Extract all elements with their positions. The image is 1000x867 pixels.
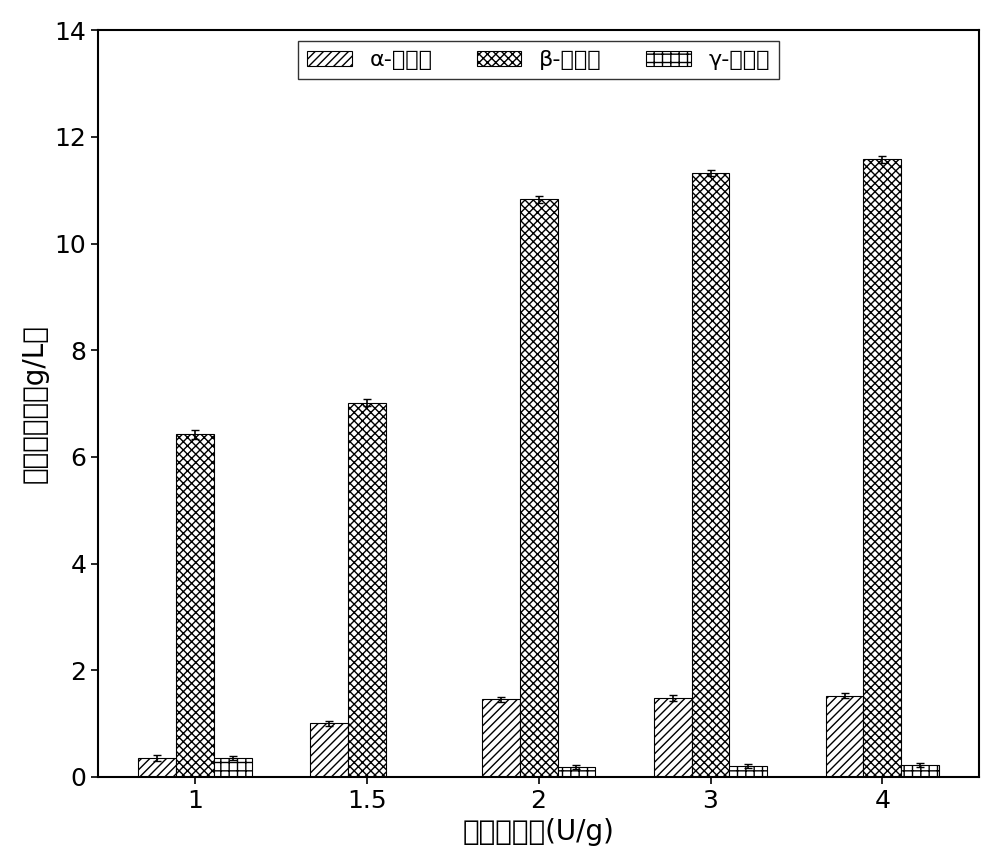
- Y-axis label: 环糖精产量（g/L）: 环糖精产量（g/L）: [21, 324, 49, 483]
- Bar: [558, 767, 595, 777]
- Bar: [692, 173, 729, 777]
- Legend: α-环糖精, β-环糖精, γ-环糖精: α-环糖精, β-环糖精, γ-环糖精: [298, 42, 779, 79]
- X-axis label: 液化加酶量(U/g): 液化加酶量(U/g): [463, 818, 615, 846]
- Bar: [310, 723, 348, 777]
- Bar: [138, 758, 176, 777]
- Bar: [901, 765, 939, 777]
- Bar: [654, 698, 692, 777]
- Bar: [826, 695, 863, 777]
- Bar: [348, 402, 386, 777]
- Bar: [729, 766, 767, 777]
- Bar: [214, 758, 252, 777]
- Bar: [520, 199, 558, 777]
- Bar: [482, 700, 520, 777]
- Bar: [176, 434, 214, 777]
- Bar: [863, 160, 901, 777]
